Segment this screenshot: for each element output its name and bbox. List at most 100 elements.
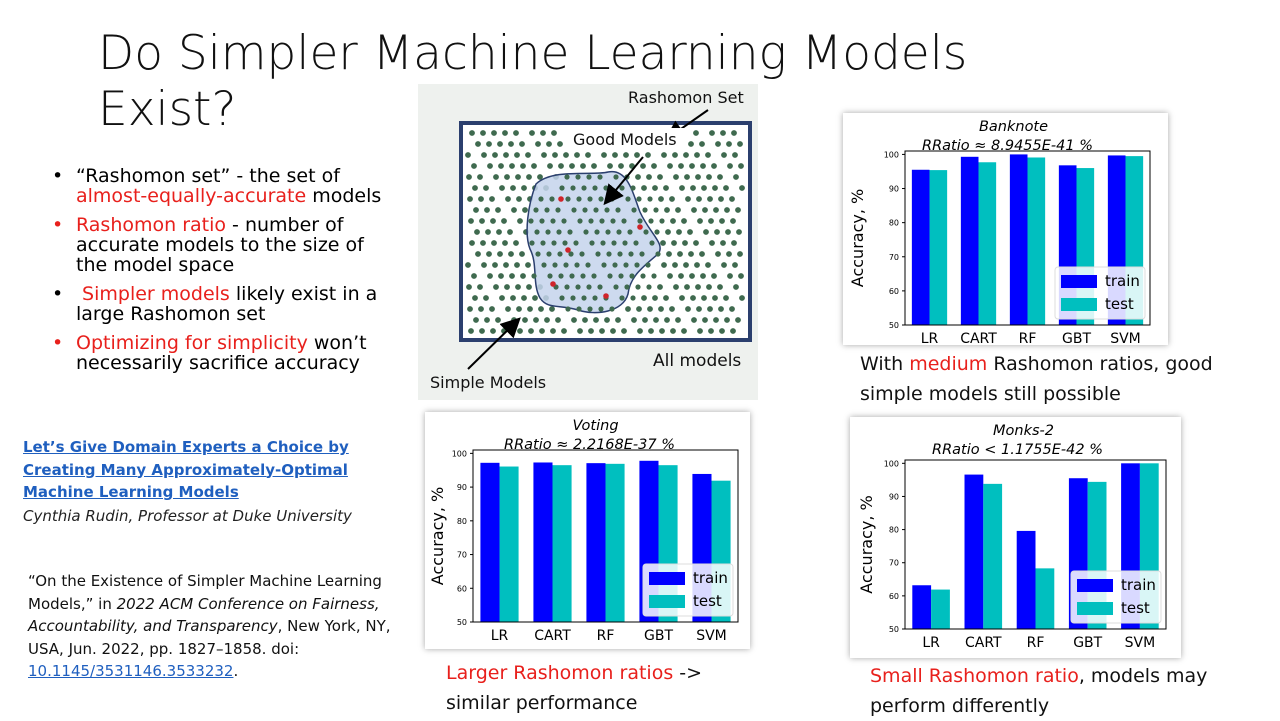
model-dot	[645, 152, 651, 158]
model-dot	[525, 152, 531, 158]
model-dot	[641, 295, 647, 301]
model-dot	[559, 185, 565, 191]
model-dot	[490, 328, 496, 334]
model-dot	[613, 284, 619, 290]
model-dot	[573, 240, 579, 246]
model-dot	[673, 284, 679, 290]
bar-train-rf	[1016, 530, 1036, 629]
doi-link[interactable]: 10.1145/3531146.3533232	[28, 662, 234, 680]
y-axis-label: Accuracy, %	[848, 189, 867, 287]
model-dot	[510, 295, 516, 301]
bar-test-cart	[983, 483, 1003, 629]
model-dot	[625, 306, 631, 312]
model-dot	[515, 174, 521, 180]
model-dot	[509, 163, 515, 169]
model-dot	[735, 207, 741, 213]
model-dot	[677, 251, 683, 257]
model-dot	[724, 317, 730, 323]
model-dot	[505, 306, 511, 312]
model-dot	[598, 306, 604, 312]
model-dot	[684, 174, 690, 180]
model-dot	[520, 163, 526, 169]
banknote-chart: Banknote RRatio ≈ 8.9455E-41 % LR CART RF GBT…	[848, 119, 1151, 347]
y-tick-label: 100	[452, 449, 467, 458]
model-dot	[640, 163, 646, 169]
model-dot	[528, 328, 534, 334]
model-dot	[529, 240, 535, 246]
model-dot	[695, 174, 701, 180]
x-tick-label: GBT	[1073, 635, 1102, 651]
model-dot	[725, 229, 731, 235]
y-tick-label: 90	[889, 492, 899, 501]
model-dot	[555, 207, 561, 213]
simple-model-dot	[637, 224, 643, 230]
model-dot	[484, 317, 490, 323]
bullet-text: “Rashomon set” - the set of	[76, 165, 340, 187]
model-dot	[591, 163, 597, 169]
bullet-highlight: Rashomon ratio	[76, 214, 227, 236]
model-dot	[664, 207, 670, 213]
model-dot	[669, 306, 675, 312]
model-dot	[576, 196, 582, 202]
model-dot	[693, 130, 699, 136]
model-dot	[481, 262, 487, 268]
model-dot	[623, 152, 629, 158]
model-dot	[471, 273, 477, 279]
bar-train-rf	[586, 463, 606, 622]
y-tick-label: 90	[457, 483, 467, 492]
model-dot	[503, 262, 509, 268]
model-dot	[575, 284, 581, 290]
reference-link[interactable]: Let’s Give Domain Experts a Choice by Cr…	[23, 438, 349, 501]
model-dot	[504, 174, 510, 180]
y-tick-label: 70	[889, 253, 899, 262]
model-dot	[707, 306, 713, 312]
model-dot	[525, 262, 531, 268]
model-dot	[669, 196, 675, 202]
model-dot	[569, 163, 575, 169]
model-dot	[639, 251, 645, 257]
model-dot	[658, 306, 664, 312]
model-dot	[664, 317, 670, 323]
model-dot	[515, 284, 521, 290]
model-dot	[541, 152, 547, 158]
model-dot	[629, 273, 635, 279]
model-dot	[521, 185, 527, 191]
bullet-highlight: almost-equally-accurate	[76, 185, 307, 207]
model-dot	[694, 262, 700, 268]
model-dot	[732, 152, 738, 158]
model-dot	[516, 196, 522, 202]
model-dot	[570, 295, 576, 301]
model-dot	[591, 273, 597, 279]
model-dot	[499, 295, 505, 301]
model-dot	[688, 251, 694, 257]
title-line-2: Exist?	[98, 82, 237, 137]
all-models-label: All models	[653, 351, 741, 371]
model-dot	[540, 240, 546, 246]
model-dot	[478, 196, 484, 202]
citation: “On the Existence of Simpler Machine Lea…	[28, 570, 398, 683]
model-dot	[611, 240, 617, 246]
chart-title: Voting	[572, 418, 618, 434]
model-dot	[549, 306, 555, 312]
model-dot	[733, 284, 739, 290]
model-dot	[666, 251, 672, 257]
legend-label-train: train	[693, 569, 728, 587]
model-dot	[538, 306, 544, 312]
model-dot	[703, 229, 709, 235]
model-dot	[466, 284, 472, 290]
model-dot	[726, 141, 732, 147]
model-dot	[659, 328, 665, 334]
model-dot	[690, 185, 696, 191]
bar-train-cart	[964, 474, 984, 629]
bar-train-lr	[480, 462, 500, 622]
model-dot	[707, 196, 713, 202]
model-dot	[676, 229, 682, 235]
model-dot	[607, 273, 613, 279]
model-dot	[511, 207, 517, 213]
x-tick-label: RF	[1019, 331, 1037, 345]
model-dot	[615, 207, 621, 213]
model-dot	[732, 262, 738, 268]
citation-venue: 2022 ACM Conference on Fairness, Account…	[28, 594, 380, 636]
model-dot	[727, 273, 733, 279]
simple-model-dot	[565, 247, 571, 253]
